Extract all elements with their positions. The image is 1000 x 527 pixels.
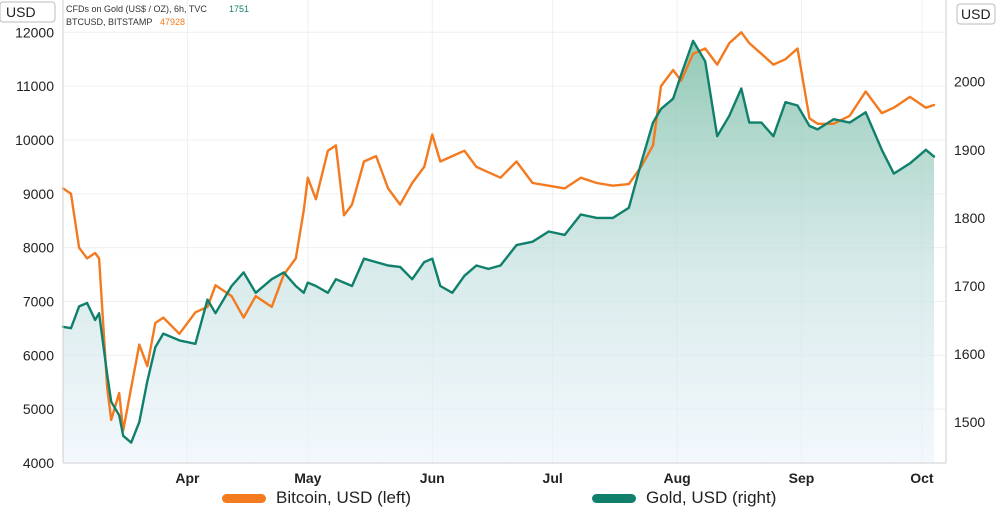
legend-label-gold: Gold, USD (right) [646,488,777,507]
right-axis-unit-box [956,3,996,25]
left-tick-label: 5000 [23,401,54,417]
left-axis-unit-label: USD [6,4,36,20]
left-tick-label: 8000 [23,240,54,256]
right-tick-label: 1600 [954,346,985,362]
btc-header-value: 47928 [160,17,185,27]
gold-area-layer [63,40,934,464]
gold-header-value: 1751 [229,4,249,14]
left-tick-label: 9000 [23,186,54,202]
legend-item-gold: Gold, USD (right) [592,488,776,508]
left-tick-label: 6000 [23,347,54,363]
right-tick-label: 1500 [954,414,985,430]
legend-swatch-bitcoin [222,493,266,503]
right-tick-label: 1800 [954,210,985,226]
x-tick-label: May [294,470,321,486]
legend-item-bitcoin: Bitcoin, USD (left) [222,488,411,508]
axes-layer: 4000 5000 6000 7000 8000 9000 10000 11000 12000 1… [15,0,985,486]
bitcoin-series-line [61,31,936,432]
right-tick-label: 1900 [954,142,985,158]
btc-header-label: BTCUSD, BITSTAMP [66,17,152,27]
dual-axis-line-chart: 4000 5000 6000 7000 8000 9000 10000 11000 12000 1… [0,0,996,486]
right-tick-label: 2000 [954,74,985,90]
header-info: USD USD CFDs on Gold (US$ / OZ), 6h, TVC… [0,1,996,27]
legend: Bitcoin, USD (left) Gold, USD (right) [0,488,1000,524]
x-tick-label: Jul [543,470,563,486]
x-tick-label: Jun [420,470,445,486]
x-tick-label: Oct [910,470,934,486]
x-tick-label: Aug [663,470,690,486]
legend-swatch-gold [592,493,636,503]
gold-series-line [61,39,936,444]
gold-header-label: CFDs on Gold (US$ / OZ), 6h, TVC [66,4,207,14]
left-tick-label: 10000 [15,132,54,148]
right-axis-unit-label: USD [961,6,991,22]
legend-label-bitcoin: Bitcoin, USD (left) [276,488,412,507]
left-axis-unit-box [0,1,56,23]
series-lines-layer [61,31,936,444]
x-tick-label: Apr [175,470,200,486]
left-tick-label: 4000 [23,455,54,471]
x-tick-label: Sep [789,470,815,486]
left-tick-label: 11000 [16,78,54,94]
right-tick-label: 1700 [954,278,985,294]
left-tick-label: 7000 [23,293,54,309]
gold-area-fill [63,40,934,464]
left-tick-label: 12000 [15,24,54,40]
